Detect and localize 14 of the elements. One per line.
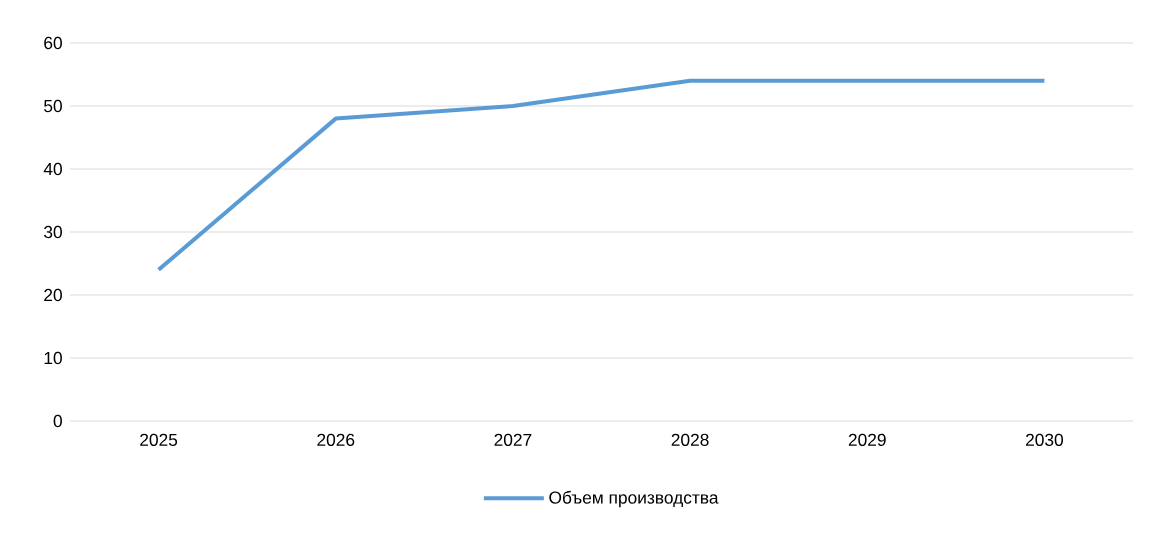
y-tick-label: 10 bbox=[44, 351, 62, 365]
x-tick-label: 2025 bbox=[140, 433, 178, 446]
y-tick-label: 50 bbox=[44, 99, 62, 113]
x-tick-label: 2029 bbox=[848, 433, 886, 446]
x-tick-label: 2030 bbox=[1026, 433, 1064, 446]
x-tick-label: 2027 bbox=[494, 433, 532, 446]
y-tick-label: 0 bbox=[53, 414, 62, 428]
y-tick-label: 40 bbox=[43, 162, 62, 176]
y-tick-label: 30 bbox=[44, 225, 62, 239]
legend-label: Объем производства bbox=[549, 490, 719, 508]
x-tick-label: 2028 bbox=[671, 433, 709, 446]
x-tick-label: 2026 bbox=[317, 433, 355, 446]
y-tick-label: 60 bbox=[44, 36, 62, 50]
y-tick-label: 20 bbox=[44, 288, 62, 302]
